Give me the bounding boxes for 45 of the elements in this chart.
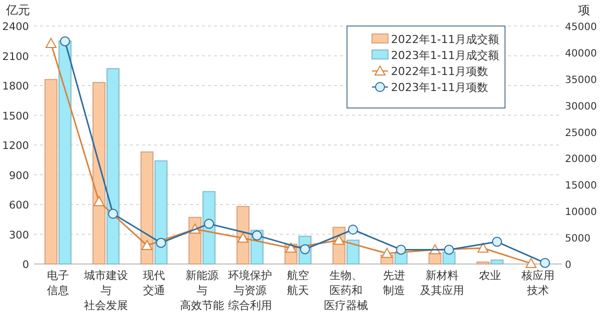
y2-tick-label: 15000 (565, 180, 597, 192)
legend-label: 2022年1-11月项数 (391, 65, 488, 78)
y2-tick-label: 40000 (565, 48, 597, 60)
y-tick-label: 1800 (2, 80, 29, 92)
y-tick-label: 1500 (2, 110, 29, 122)
y-tick-label: 1200 (2, 140, 29, 152)
x-tick-label: 电子信息 (47, 269, 69, 297)
x-tick-label: 航空航天 (287, 269, 309, 297)
y2-tick-label: 25000 (565, 128, 597, 139)
y2-tick-label: 10000 (565, 207, 597, 218)
bar (140, 151, 154, 264)
x-tick-label: 新材料及其应用 (420, 269, 464, 297)
x-tick-label: 城市建设与社会发展 (83, 269, 128, 312)
y2-tick-label: 5000 (565, 234, 590, 245)
y2-tick-label: 45000 (565, 22, 597, 33)
y-axis-title: 亿元 (5, 3, 30, 17)
y-tick-label: 600 (8, 200, 29, 212)
bar (346, 240, 360, 264)
legend-label: 2023年1-11月成交额 (391, 49, 499, 62)
y-tick-label: 2400 (2, 21, 29, 33)
x-tick-label: 核应用技术 (520, 269, 554, 297)
y-tick-label: 0 (22, 259, 29, 271)
y-tick-label: 900 (8, 170, 29, 182)
bar (490, 260, 504, 264)
y2-tick-label: 20000 (565, 154, 597, 166)
x-tick-label: 新能源与高效节能 (180, 269, 224, 312)
x-tick-label: 先进制造 (383, 269, 405, 297)
bar (44, 79, 58, 264)
bar (428, 252, 442, 264)
y2-tick-label: 35000 (565, 74, 597, 86)
bar (92, 82, 106, 264)
x-tick-label: 生物、医药和医疗器械 (324, 269, 368, 312)
bar (154, 160, 168, 264)
bar (58, 40, 72, 264)
x-tick-label: 现代交通 (143, 269, 165, 297)
y-tick-label: 300 (8, 229, 29, 242)
x-tick-label: 环境保护与资源综合利用 (228, 269, 272, 312)
y2-tick-label: 30000 (565, 101, 597, 112)
bar (106, 68, 120, 264)
y2-axis-title: 项 (578, 3, 590, 17)
legend-label: 2022年1-11月成交额 (391, 33, 499, 46)
x-tick-label: 农业 (479, 269, 501, 282)
legend-label: 2023年1-11月项数 (391, 81, 488, 94)
y2-tick-label: 0 (565, 260, 572, 271)
y-tick-label: 2100 (2, 50, 29, 63)
